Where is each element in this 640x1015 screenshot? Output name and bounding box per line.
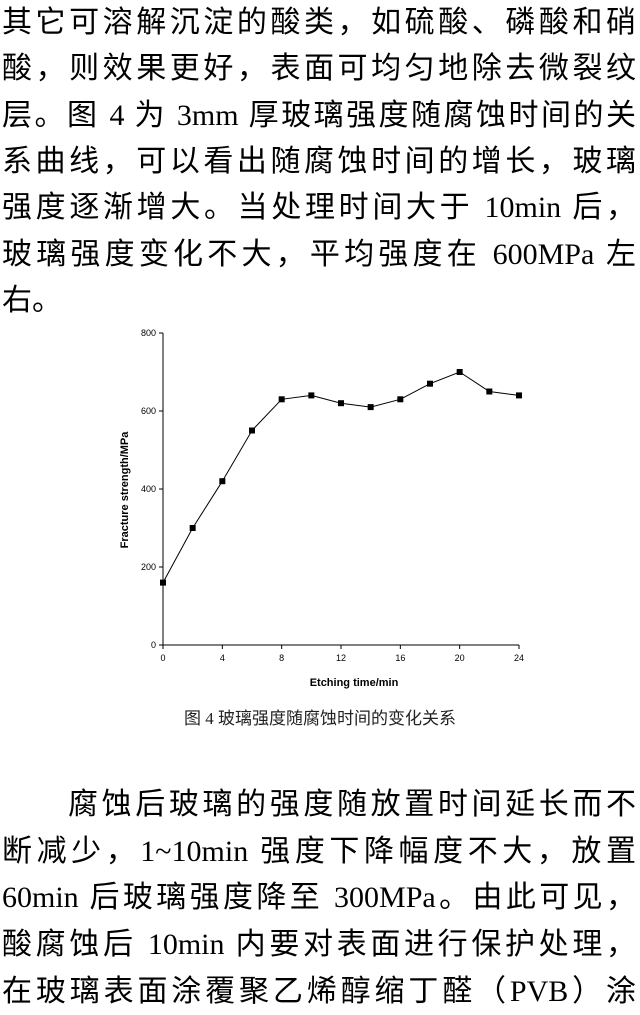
y-tick-label: 0 xyxy=(151,640,156,650)
text-line: 腐蚀后玻璃的强度随放置时间延长而不 xyxy=(68,788,636,821)
data-point xyxy=(427,380,433,387)
text-line: 在玻璃表面涂覆聚乙烯醇缩丁醛（PVB）涂 xyxy=(2,974,636,1008)
text-line: 酸，则效果更好，表面可均匀地除去微裂纹 xyxy=(2,52,636,86)
data-point xyxy=(219,478,226,485)
text-line: 其它可溶解沉淀的酸类，如硫酸、磷酸和硝 xyxy=(2,6,636,39)
y-axis-label: Fracture strength/MPa xyxy=(119,431,131,549)
data-point xyxy=(456,369,463,375)
data-point xyxy=(249,427,255,434)
text-line: 层。图 4 为 3mm 厚玻璃强度随腐蚀时间的关 xyxy=(2,98,636,132)
data-point xyxy=(338,400,344,407)
data-point xyxy=(278,396,285,403)
x-tick-label: 20 xyxy=(455,653,465,663)
x-tick-label: 24 xyxy=(514,653,524,663)
text-line: 断减少，1~10min 强度下降幅度不大，放置 xyxy=(2,834,636,868)
x-tick-label: 12 xyxy=(336,653,346,663)
y-tick-label: 800 xyxy=(141,328,156,338)
data-point xyxy=(308,392,315,399)
x-tick-label: 16 xyxy=(395,653,405,663)
text-line: 玻璃强度变化不大，平均强度在 600MPa 左 xyxy=(2,237,636,271)
x-axis-label: Etching time/min xyxy=(310,677,399,689)
text-line: 60min 后玻璃强度降至 300MPa。由此可见， xyxy=(2,881,636,915)
data-point xyxy=(160,579,166,586)
data-point xyxy=(516,392,522,399)
data-point xyxy=(367,404,374,411)
data-point xyxy=(397,396,404,403)
text-line: 系曲线，可以看出随腐蚀时间的增长，玻璃 xyxy=(2,144,636,178)
caption: 图 4 玻璃强度随腐蚀时间的变化关系 xyxy=(184,709,456,728)
y-tick-label: 400 xyxy=(141,484,156,494)
x-tick-label: 0 xyxy=(160,653,165,663)
data-point xyxy=(189,525,196,531)
y-tick-label: 200 xyxy=(141,562,156,572)
text-line: 右。 xyxy=(2,283,62,317)
data-point xyxy=(486,388,493,395)
y-tick-label: 600 xyxy=(141,406,156,416)
x-tick-label: 4 xyxy=(220,653,225,663)
text-line: 酸腐蚀后 10min 内要对表面进行保护处理， xyxy=(2,928,636,962)
x-tick-label: 8 xyxy=(279,653,284,663)
text-line: 强度逐渐增大。当处理时间大于 10min 后， xyxy=(2,191,636,225)
chart: Etching time/min Fracture strength/MPa 0… xyxy=(119,328,524,689)
